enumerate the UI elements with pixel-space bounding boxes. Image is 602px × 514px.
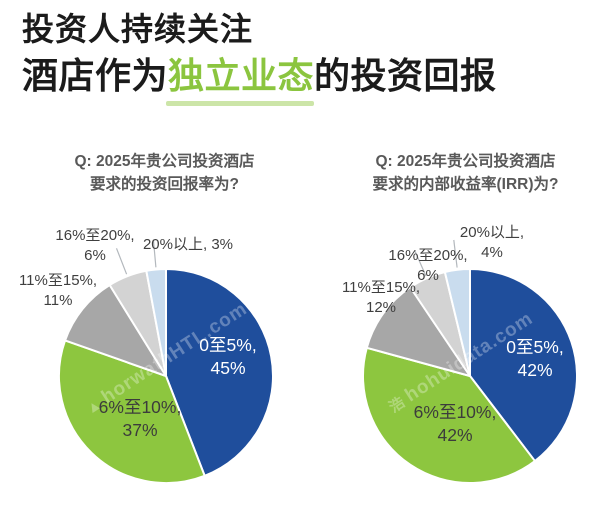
leader-line	[414, 250, 427, 277]
question-line-1: Q: 2025年贵公司投资酒店	[74, 153, 255, 170]
question-line-2: 要求的内部收益率(IRR)为?	[372, 176, 559, 193]
chart-investment-return-rate: Q: 2025年贵公司投资酒店 要求的投资回报率为? 16%至20%, 6% 2…	[0, 140, 301, 514]
title-line-1: 投资人持续关注	[22, 11, 254, 47]
label-above-20: 20%以上, 3%	[142, 236, 234, 253]
pie-slice-2	[365, 286, 471, 377]
leader-line	[453, 239, 458, 268]
label-0-5: 0至5%, 45%	[199, 335, 257, 378]
label-16-20: 16%至20%, 6%	[55, 227, 135, 264]
pie-chart-return-rate	[58, 239, 274, 484]
page-title: 投资人持续关注 酒店作为独立业态的投资回报	[22, 6, 582, 100]
label-above-20: 20%以上, 4%	[459, 224, 525, 261]
question-line-1: Q: 2025年贵公司投资酒店	[375, 153, 556, 170]
pie-slice-4	[145, 268, 167, 377]
pie-slice-1	[362, 346, 536, 485]
pie-slice-2	[64, 284, 167, 377]
chart-question: Q: 2025年贵公司投资酒店 要求的投资回报率为?	[14, 150, 315, 196]
chart-required-irr: Q: 2025年贵公司投资酒店 要求的内部收益率(IRR)为? 20%以上, 4…	[301, 140, 602, 514]
label-6-10: 6%至10%, 37%	[98, 397, 182, 440]
question-line-2: 要求的投资回报率为?	[90, 176, 239, 193]
pie-slice-4	[443, 268, 471, 377]
title-line-2: 酒店作为独立业态的投资回报	[22, 52, 582, 100]
leader-line	[115, 248, 128, 275]
title-highlight: 独立业态	[168, 56, 315, 96]
leader-line	[152, 239, 157, 268]
pie-chart-irr	[362, 239, 578, 485]
label-6-10: 6%至10%, 42%	[413, 402, 497, 445]
pie-slice-1	[58, 339, 206, 484]
title-line2-pre: 酒店作为	[22, 56, 169, 96]
chart-question: Q: 2025年贵公司投资酒店 要求的内部收益率(IRR)为?	[315, 150, 602, 196]
title-highlight-underline	[166, 101, 314, 106]
title-line2-post: 的投资回报	[314, 56, 497, 96]
pie-slice-0	[165, 268, 274, 477]
label-11-15: 11%至15%, 11%	[18, 272, 98, 309]
label-16-20: 16%至20%, 6%	[388, 247, 468, 284]
pie-slice-0	[469, 268, 578, 463]
label-0-5: 0至5%, 42%	[506, 337, 564, 380]
label-11-15: 11%至15%, 12%	[341, 279, 421, 316]
